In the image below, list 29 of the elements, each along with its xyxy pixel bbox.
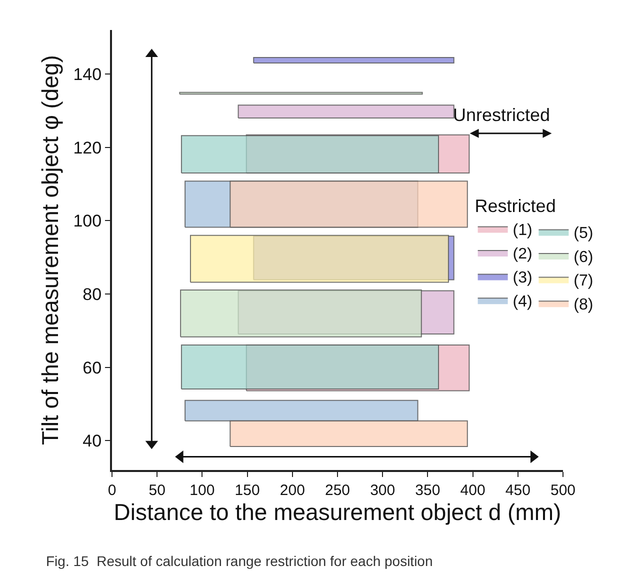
legend-title: Restricted — [474, 196, 556, 216]
x-tick-label: 500 — [550, 482, 576, 499]
legend-label: (5) — [574, 224, 594, 242]
legend-label: (8) — [574, 296, 594, 314]
x-tick-label: 100 — [190, 482, 215, 499]
y-tick-label: 120 — [73, 138, 102, 158]
x-tick-label: 0 — [108, 482, 116, 499]
x-tick-label: 250 — [324, 482, 350, 499]
caption: Fig. 15 Result of calculation range restriction for each position — [46, 553, 433, 569]
x-tick-label: 400 — [460, 482, 486, 499]
x-tick-label: 300 — [370, 482, 396, 499]
annotation: Unrestricted — [453, 105, 550, 125]
y-tick-label: 140 — [73, 64, 102, 84]
x-axis-title: Distance to the measurement object d (mm) — [114, 499, 562, 526]
y-tick-label: 100 — [73, 212, 102, 231]
legend-label: (4) — [512, 293, 532, 310]
legend-label: (6) — [574, 248, 594, 266]
x-tick-label: 450 — [505, 482, 530, 499]
y-tick-label: 80 — [82, 284, 102, 304]
y-tick-label: 60 — [82, 358, 102, 378]
x-tick-label: 350 — [415, 482, 440, 499]
x-tick-label: 200 — [280, 482, 305, 499]
legend-label: (1) — [512, 222, 532, 239]
y-tick-label: 40 — [82, 432, 102, 451]
x-tick-label: 150 — [234, 482, 260, 499]
legend-label: (3) — [512, 270, 532, 287]
legend-label: (7) — [574, 272, 594, 290]
y-axis-title: Tilt of the measurement object φ (deg) — [37, 55, 64, 445]
x-tick-label: 50 — [148, 482, 166, 499]
